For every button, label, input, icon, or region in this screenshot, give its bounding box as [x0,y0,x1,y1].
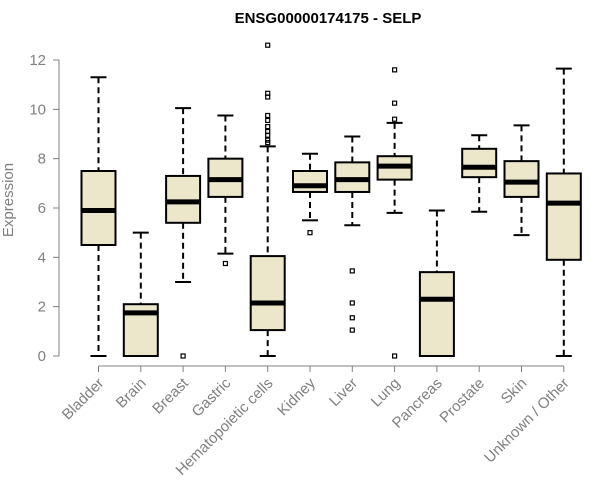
outlier-point [392,100,398,106]
outlier-point [307,230,313,236]
outlier-point [180,353,186,359]
outlier-point [349,300,355,306]
chart-title: ENSG00000174175 - SELP [235,10,422,27]
x-tick-label: Liver [326,375,361,410]
y-tick-label: 0 [38,348,46,365]
outlier-point [349,268,355,274]
y-tick-label: 6 [38,200,46,217]
box-group [122,231,159,358]
outlier-point [392,116,398,122]
outlier-point [265,90,271,96]
y-axis-label: Expression [0,163,17,237]
box-group [334,135,371,333]
x-tick-label: Prostate [436,375,488,427]
outlier-point [222,260,228,267]
box-group [545,67,582,357]
outlier-point [265,117,271,124]
y-tick-label: 10 [29,101,46,118]
outlier-point [265,42,271,48]
x-tick-label: Lung [368,375,404,411]
outlier-point [265,128,271,135]
box-group [249,42,286,357]
x-tick-label: Skin [498,375,531,408]
x-tick-label: Breast [149,374,192,417]
y-tick-label: 12 [29,52,46,69]
outlier-point [392,67,398,73]
box-group [207,114,244,267]
box-group [292,152,328,236]
box-group [80,76,117,357]
outlier-point [349,327,355,333]
box-iqr [461,147,498,179]
y-axis: 0 2 4 6 8 10 12 [29,52,60,365]
box-group [165,107,202,359]
box-group [418,209,455,357]
box-iqr [503,160,540,198]
outlier-point [349,315,355,321]
y-tick-label: 2 [38,299,46,316]
y-tick-label: 4 [38,249,46,266]
outlier-point [265,112,271,119]
box-group [461,134,498,213]
box-iqr [545,172,582,261]
plot-area [80,42,582,359]
outlier-point [392,353,398,359]
box-iqr [292,170,328,193]
box-group [503,124,540,237]
box-iqr [249,255,286,332]
box-group [376,67,413,359]
x-tick-label: Bladder [59,375,108,424]
outlier-point [265,137,271,143]
x-tick-label: Kidney [274,374,319,419]
outlier-point [265,123,271,130]
y-tick-label: 8 [38,151,46,168]
x-tick-label: Brain [113,375,150,412]
box-iqr [418,271,455,357]
